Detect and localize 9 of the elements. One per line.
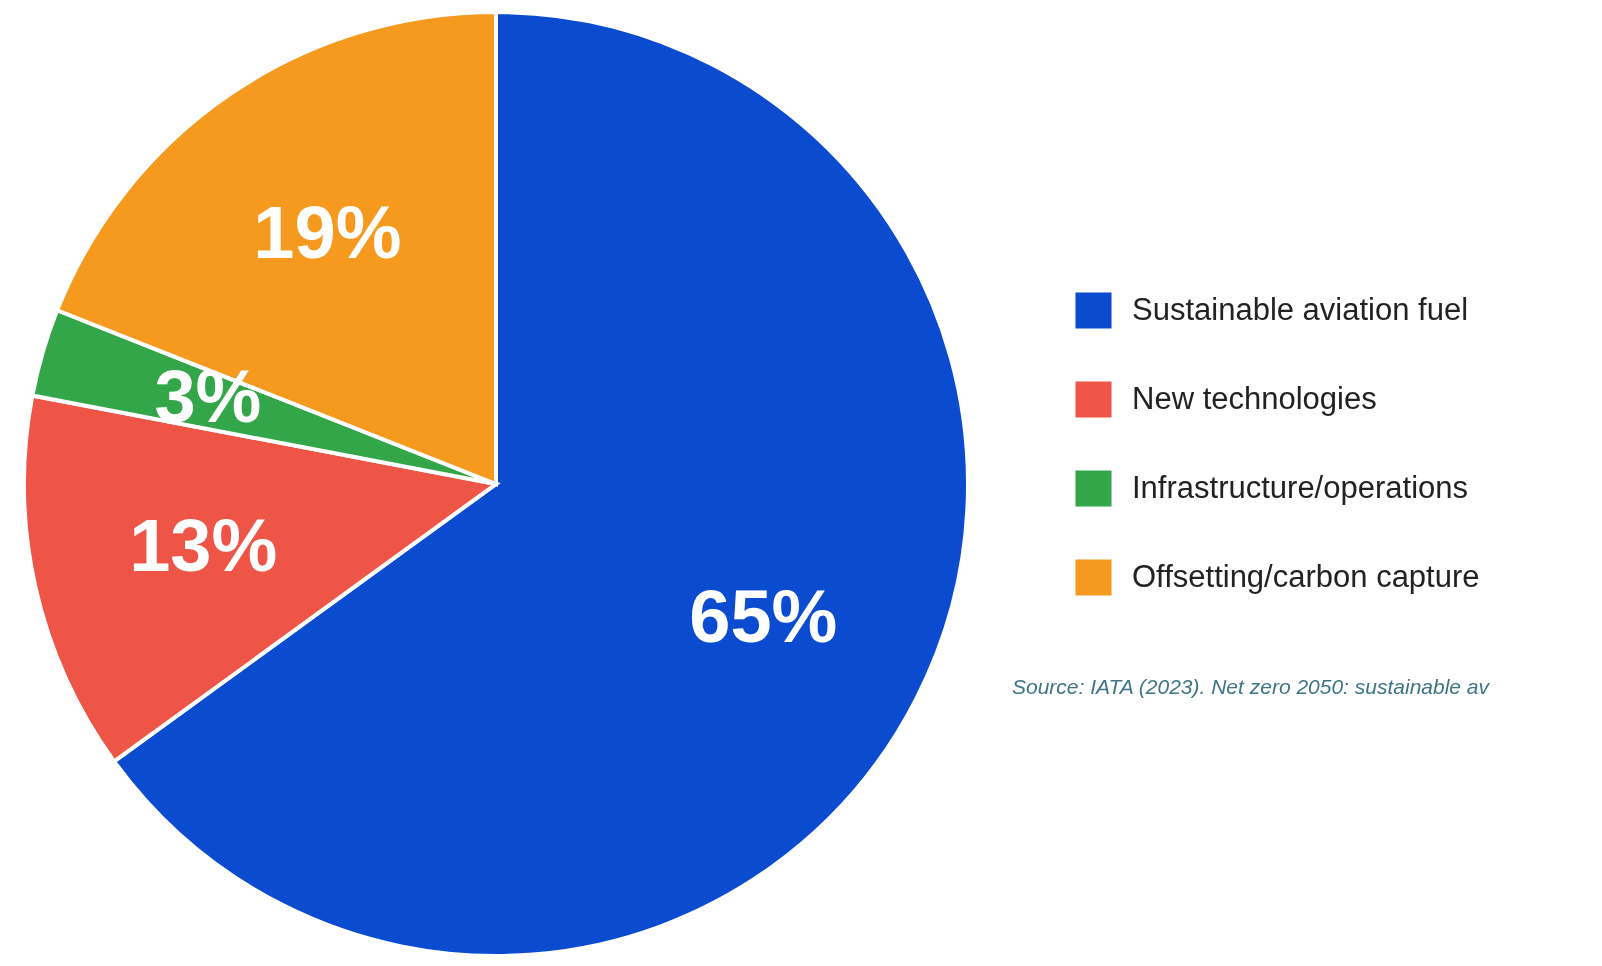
legend-label: Sustainable aviation fuel xyxy=(1132,291,1469,327)
legend-label: New technologies xyxy=(1132,380,1377,416)
source-note: Source: IATA (2023). Net zero 2050: sustainable av xyxy=(1012,675,1491,698)
data-label: 65% xyxy=(689,575,838,659)
data-label: 13% xyxy=(129,504,278,588)
legend-label: Infrastructure/operations xyxy=(1132,469,1469,505)
data-label: 19% xyxy=(253,190,402,274)
legend-label: Offsetting/carbon capture xyxy=(1132,558,1480,594)
data-label: 3% xyxy=(154,355,262,439)
